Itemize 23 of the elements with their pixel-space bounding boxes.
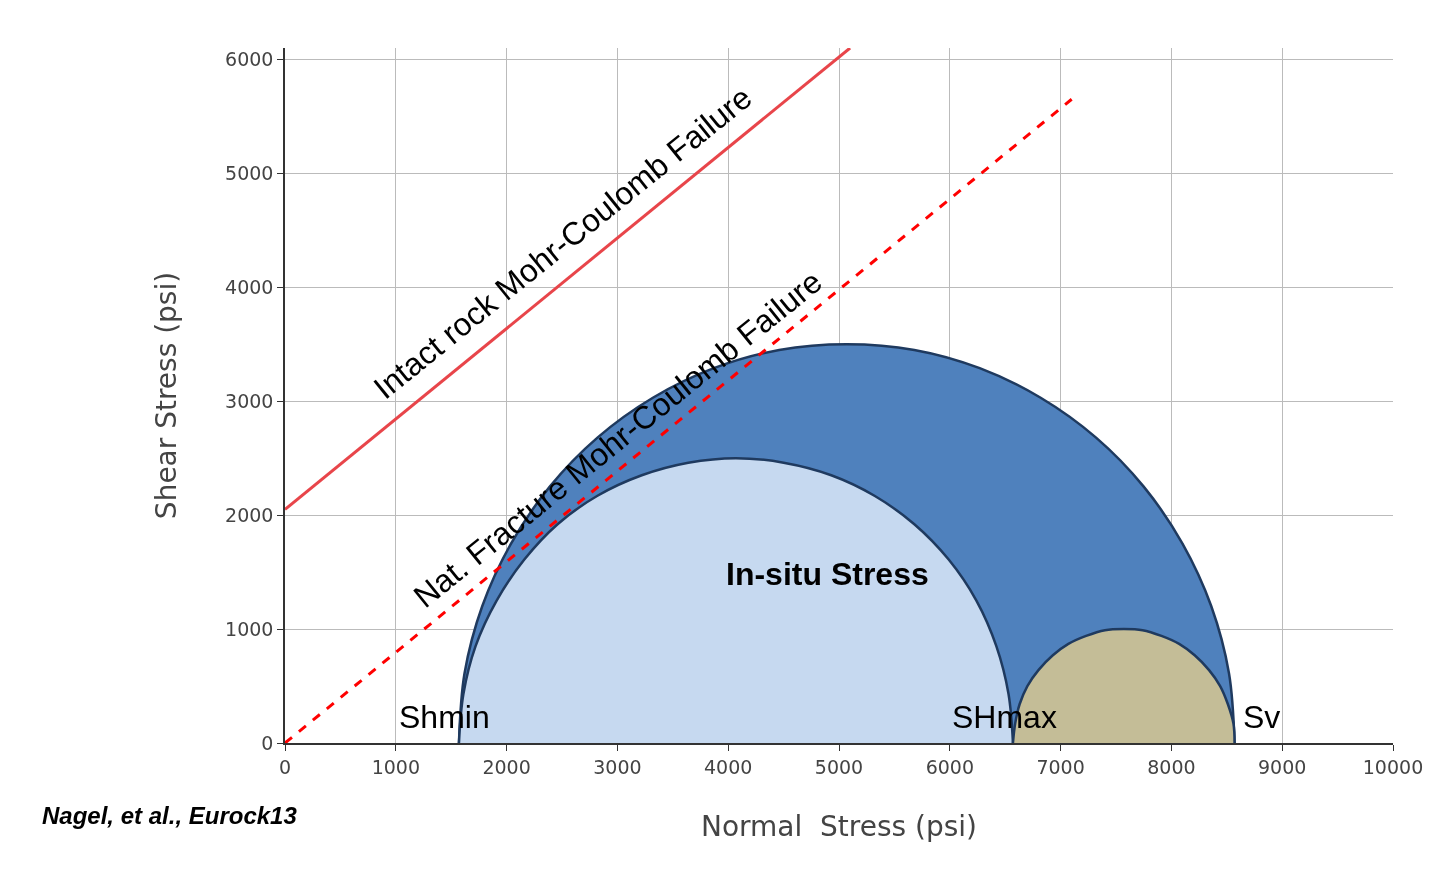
x-tick-label: 5000 [814,755,864,778]
annotation: Sv [1243,699,1281,735]
y-axis-title: Shear Stress (psi) [150,271,184,520]
x-tick-label: 4000 [704,755,753,778]
text: Nagel, et al., Eurock13 [42,802,298,829]
x-axis-title: Normal Stress (psi) [700,810,978,844]
y-tick-label: 6000 [225,48,274,71]
y-tick-label: 3000 [225,389,274,412]
y-tick-label: 0 [261,731,274,754]
x-tick-label: 1000 [371,755,420,778]
x-tick-label: 0 [278,755,292,778]
y-tick-label: 1000 [225,617,274,640]
x-tick-label: 10000 [1362,755,1424,778]
y-tick-label: 2000 [225,503,274,526]
x-tick-label: 2000 [482,755,531,778]
x-tick-label: 9000 [1258,755,1307,778]
x-tick-label: 3000 [593,755,642,778]
y-tick-label: 4000 [225,275,274,298]
annotation: In-situ Stress [726,556,929,592]
y-tick-label: 5000 [225,161,274,184]
x-tick-label: 8000 [1147,755,1196,778]
x-tick-label: 7000 [1036,755,1085,778]
x-tick-label: 6000 [925,755,974,778]
